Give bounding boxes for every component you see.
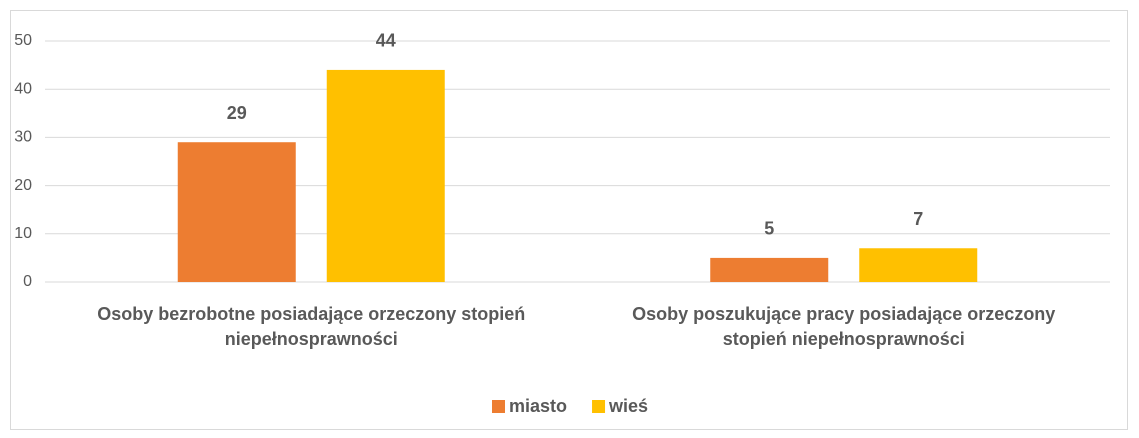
legend-label: wieś (608, 396, 648, 416)
data-label: 7 (913, 209, 923, 229)
data-label: 29 (227, 103, 247, 123)
y-tick-label: 10 (14, 225, 32, 242)
bar (859, 248, 978, 282)
bar (177, 142, 296, 282)
y-tick-label: 30 (14, 129, 32, 146)
legend-label: miasto (509, 396, 567, 416)
data-label: 44 (376, 31, 396, 51)
y-tick-label: 20 (14, 177, 32, 194)
legend-swatch (492, 400, 505, 413)
x-tick-label: Osoby poszukujące pracy posiadające orze… (632, 304, 1056, 349)
y-tick-label: 50 (14, 32, 32, 49)
x-tick-label: Osoby bezrobotne posiadające orzeczony s… (97, 304, 526, 349)
bar (326, 69, 445, 282)
y-tick-label: 0 (23, 273, 32, 290)
bar (710, 257, 829, 282)
data-label: 5 (764, 219, 774, 239)
y-tick-label: 40 (14, 80, 32, 97)
legend-swatch (592, 400, 606, 413)
